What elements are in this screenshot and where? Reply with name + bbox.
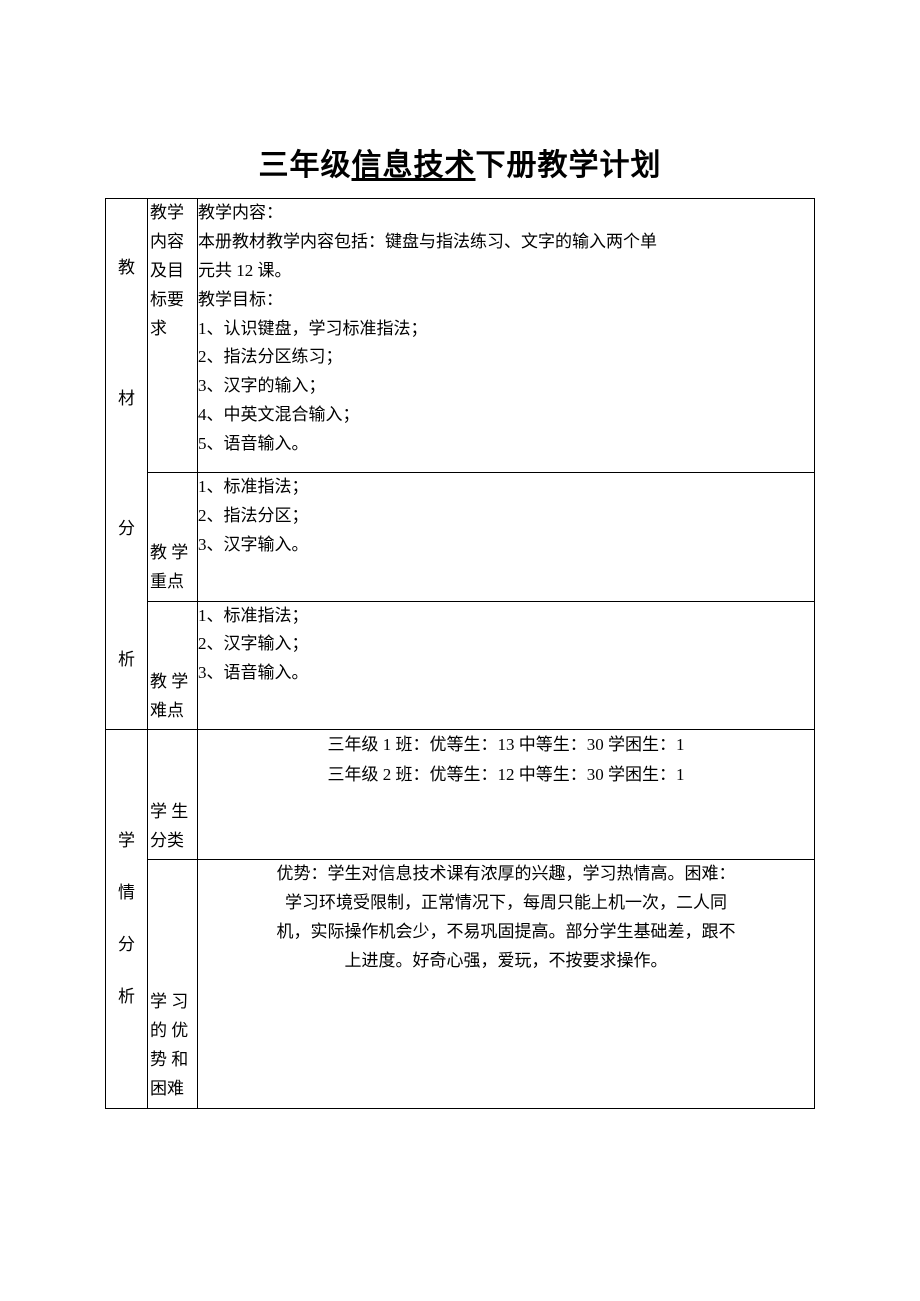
row-label-student-class: 学 生分类 — [148, 730, 198, 860]
title-underline: 信息技术 — [352, 149, 476, 182]
section-char: 教 — [118, 251, 135, 285]
goals-header: 教学目标： — [198, 286, 814, 315]
difficulty-item: 2、汉字输入； — [198, 630, 814, 659]
adv-line: 优势：学生对信息技术课有浓厚的兴趣，学习热情高。困难： — [198, 860, 814, 889]
label-text: 学 生分类 — [150, 798, 195, 856]
difficulty-item: 3、语音输入。 — [198, 659, 814, 688]
teaching-content-cell: 教学内容： 本册教材教学内容包括：键盘与指法练习、文字的输入两个单 元共 12 … — [198, 199, 815, 473]
student-class-cell: 三年级 1 班：优等生：13 中等生：30 学困生：1 三年级 2 班：优等生：… — [198, 730, 815, 860]
difficulties-cell: 1、标准指法； 2、汉字输入； 3、语音输入。 — [198, 601, 815, 729]
class-line: 三年级 2 班：优等生：12 中等生：30 学困生：1 — [198, 760, 814, 790]
key-point-item: 1、标准指法； — [198, 473, 814, 502]
section-char: 情 — [118, 876, 135, 910]
content-line: 元共 12 课。 — [198, 257, 814, 286]
key-point-item: 3、汉字输入。 — [198, 531, 814, 560]
difficulty-item: 1、标准指法； — [198, 602, 814, 631]
page-title: 三年级信息技术下册教学计划 — [105, 140, 815, 184]
title-pre: 三年级 — [259, 149, 352, 182]
content-line: 本册教材教学内容包括：键盘与指法练习、文字的输入两个单 — [198, 228, 814, 257]
label-text: 教 学难点 — [150, 668, 195, 726]
section-2-label: 学 情 分 析 — [106, 730, 148, 1109]
goal-item: 1、认识键盘，学习标准指法； — [198, 315, 814, 344]
row-label-key-points: 教 学重点 — [148, 473, 198, 601]
goal-item: 2、指法分区练习； — [198, 343, 814, 372]
adv-line: 上进度。好奇心强，爱玩，不按要求操作。 — [198, 947, 814, 976]
row-label-study-adv: 学 习的 优势 和困难 — [148, 860, 198, 1109]
section-char: 学 — [118, 824, 135, 858]
label-text: 教 学重点 — [150, 539, 195, 597]
goal-item: 3、汉字的输入； — [198, 372, 814, 401]
class-line: 三年级 1 班：优等生：13 中等生：30 学困生：1 — [198, 730, 814, 760]
section-char: 分 — [118, 928, 135, 962]
goal-item: 4、中英文混合输入； — [198, 401, 814, 430]
study-adv-cell: 优势：学生对信息技术课有浓厚的兴趣，学习热情高。困难： 学习环境受限制，正常情况… — [198, 860, 815, 1109]
key-points-cell: 1、标准指法； 2、指法分区； 3、汉字输入。 — [198, 473, 815, 601]
section-char: 分 — [118, 512, 135, 546]
document-page: 三年级信息技术下册教学计划 教 材 分 析 教学 内容 及目 标要 求 — [0, 0, 920, 1109]
label-text: 学 习的 优势 和困难 — [150, 988, 195, 1104]
row-label-difficulties: 教 学难点 — [148, 601, 198, 729]
content-header: 教学内容： — [198, 199, 814, 228]
row-label-content-req: 教学 内容 及目 标要 求 — [148, 199, 198, 473]
title-post: 下册教学计划 — [476, 149, 662, 182]
adv-line: 学习环境受限制，正常情况下，每周只能上机一次，二人同 — [198, 889, 814, 918]
section-1-label: 教 材 分 析 — [106, 199, 148, 730]
section-char: 析 — [118, 643, 135, 677]
section-char: 析 — [118, 980, 135, 1014]
key-point-item: 2、指法分区； — [198, 502, 814, 531]
plan-table: 教 材 分 析 教学 内容 及目 标要 求 教学内容： 本册教材教学内容包括：键… — [105, 198, 815, 1109]
adv-line: 机，实际操作机会少，不易巩固提高。部分学生基础差，跟不 — [198, 918, 814, 947]
section-char: 材 — [118, 382, 135, 416]
goal-item: 5、语音输入。 — [198, 430, 814, 459]
